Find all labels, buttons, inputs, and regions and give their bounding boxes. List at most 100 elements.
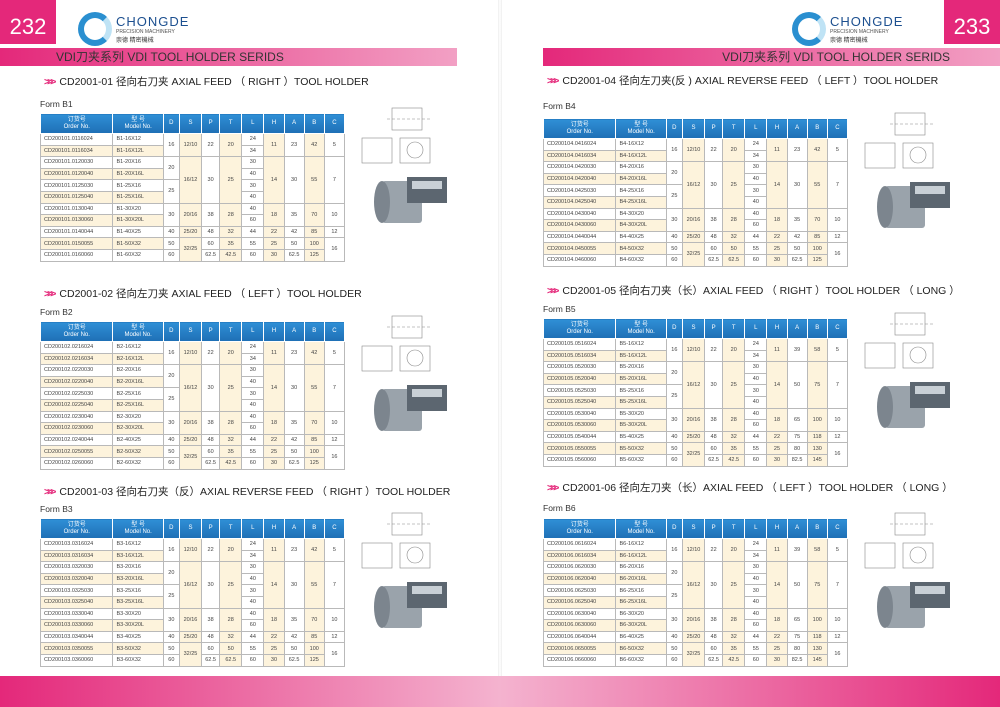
col-p: P	[201, 518, 221, 539]
cell-h: 30	[766, 453, 788, 467]
table-row: CD200104.0425040 B4-25X16L 40	[542, 195, 848, 209]
cell-h: 18	[263, 410, 285, 435]
table-row: CD200102.0230040 B2-30X20 30 20/16 38 28 40 18 3…	[39, 410, 346, 435]
order-no: CD200106.0616034	[542, 549, 617, 563]
table-row: CD200101.0120030 B1-20X16 20 16/12 30 25 30 14 3…	[39, 156, 346, 204]
cell-h: 30	[766, 253, 788, 267]
order-no: CD200102.0230060	[39, 422, 114, 435]
model-no: B3-25X16	[112, 584, 164, 597]
col-order: 订货号 Order No.	[542, 118, 617, 139]
cell-h: 14	[766, 361, 788, 409]
cell-a: 62.5	[283, 653, 305, 667]
logo-cn: 崇德 精密機械	[830, 38, 868, 44]
cell-d: 60	[162, 456, 180, 470]
order-no: CD200105.0520030	[542, 361, 617, 374]
cell-d: 16	[665, 137, 683, 163]
series-band-left: VDI刀夹系列 VDI TOOL HOLDER SERIDS	[0, 48, 457, 66]
cell-p: 30	[201, 156, 221, 204]
cell-d: 25	[162, 387, 180, 412]
cell-h: 22	[263, 433, 285, 447]
cell-b: 125	[806, 253, 828, 267]
col-c: C	[323, 518, 346, 539]
order-no: CD200101.0160060	[39, 248, 114, 262]
cell-l: 30	[744, 584, 768, 597]
cell-l: 40	[241, 607, 265, 621]
order-no: CD200102.0220040	[39, 375, 114, 389]
table-row: CD200105.0525040 B5-25X16L 40	[542, 395, 848, 409]
cell-b: 55	[303, 364, 325, 412]
cell-h: 14	[263, 364, 285, 412]
col-h: H	[263, 518, 285, 539]
cell-a: 82.5	[786, 653, 808, 667]
cell-a: 75	[786, 630, 808, 644]
cell-l: 60	[744, 219, 768, 232]
col-h: H	[263, 113, 285, 134]
cell-p: 60	[201, 237, 221, 250]
order-no: CD200105.0525030	[542, 384, 617, 397]
order-no: CD200103.0330040	[39, 607, 114, 621]
order-no: CD200101.0130040	[39, 202, 114, 216]
cell-b: 58	[806, 537, 828, 563]
cell-c: 5	[826, 137, 849, 163]
order-no: CD200103.0360060	[39, 653, 114, 667]
cell-s: 16/12	[178, 156, 203, 204]
col-h: H	[766, 118, 788, 139]
order-no: CD200103.0320040	[39, 572, 114, 586]
col-l: L	[744, 518, 768, 539]
model-no: B3-60X32	[112, 653, 164, 667]
table-row: CD200104.0430060 B4-30X20L 60	[542, 219, 848, 232]
cell-l: 30	[744, 184, 768, 197]
cell-d: 16	[162, 537, 180, 563]
table-row: CD200101.0150055 B1-50X32 50 32/25 60 35 55 25 5…	[39, 237, 346, 262]
form-label: Form B2	[40, 307, 73, 317]
cell-p: 62.5	[201, 248, 221, 262]
cell-d: 50	[162, 237, 180, 250]
table-row: CD200103.0320030 B3-20X16 20 16/12 30 25 30 14 3…	[39, 561, 346, 609]
cell-t: 32	[219, 433, 243, 447]
cell-c: 12	[323, 225, 346, 239]
cell-c: 12	[826, 230, 849, 244]
cell-l: 60	[744, 453, 768, 467]
cell-l: 40	[744, 395, 768, 409]
model-no: B5-20X16L	[615, 372, 667, 386]
logo-mark-icon	[78, 12, 112, 46]
cell-t: 20	[722, 337, 746, 363]
cell-l: 34	[241, 352, 265, 366]
cell-p: 60	[704, 242, 724, 255]
col-model: 型 号 Model No.	[112, 518, 164, 539]
table-row: CD200106.0616024 B6-16X12 16 12/10 22 20 24 11 3…	[542, 537, 849, 563]
model-no: B5-25X16	[615, 384, 667, 397]
product-drawing	[352, 103, 472, 233]
cell-p: 22	[704, 137, 724, 163]
cell-d: 25	[162, 584, 180, 609]
cell-d: 50	[665, 242, 683, 255]
col-h: H	[263, 321, 285, 342]
spec-table: 订货号 Order No. 型 号 Model No. D S P T L H A B C CD20010…	[542, 118, 849, 267]
cell-l: 24	[744, 338, 768, 351]
cell-c: 10	[323, 607, 346, 632]
cell-l: 40	[241, 572, 265, 586]
cell-b: 70	[303, 607, 325, 632]
cell-s: 16/12	[178, 364, 203, 412]
spec-table: 订货号 Order No. 型 号 Model No. D S P T L H A B C CD20010…	[39, 113, 346, 262]
cell-l: 60	[241, 422, 265, 435]
section-title-text: CD2001-06 径向左刀夹（长）AXIAL FEED （ LEFT ）TOO…	[562, 482, 953, 494]
table-row: CD200101.0160060 B1-60X32 60 62.5 42.5 60 30 62…	[39, 248, 345, 262]
form-label: Form B1	[40, 99, 73, 109]
cell-p: 62.5	[704, 453, 724, 467]
order-no: CD200103.0320030	[39, 561, 114, 574]
cell-d: 20	[162, 561, 180, 586]
cell-l: 44	[744, 630, 768, 644]
cell-a: 35	[283, 410, 305, 435]
table-row: CD200103.0360060 B3-60X32 60 62.5 62.5 60 30 62…	[39, 653, 345, 667]
model-no: B1-30X20L	[112, 214, 164, 227]
page-gutter	[498, 0, 502, 676]
cell-l: 40	[744, 372, 768, 386]
order-no: CD200105.0525040	[542, 395, 617, 409]
cell-t: 35	[722, 442, 746, 455]
table-header: 订货号 Order No. 型 号 Model No. D S P T L H A B C	[542, 318, 849, 339]
model-no: B5-40X25	[615, 430, 667, 444]
cell-d: 25	[162, 179, 180, 204]
col-t: T	[722, 118, 746, 139]
chevrons-icon: >>>	[547, 75, 560, 87]
